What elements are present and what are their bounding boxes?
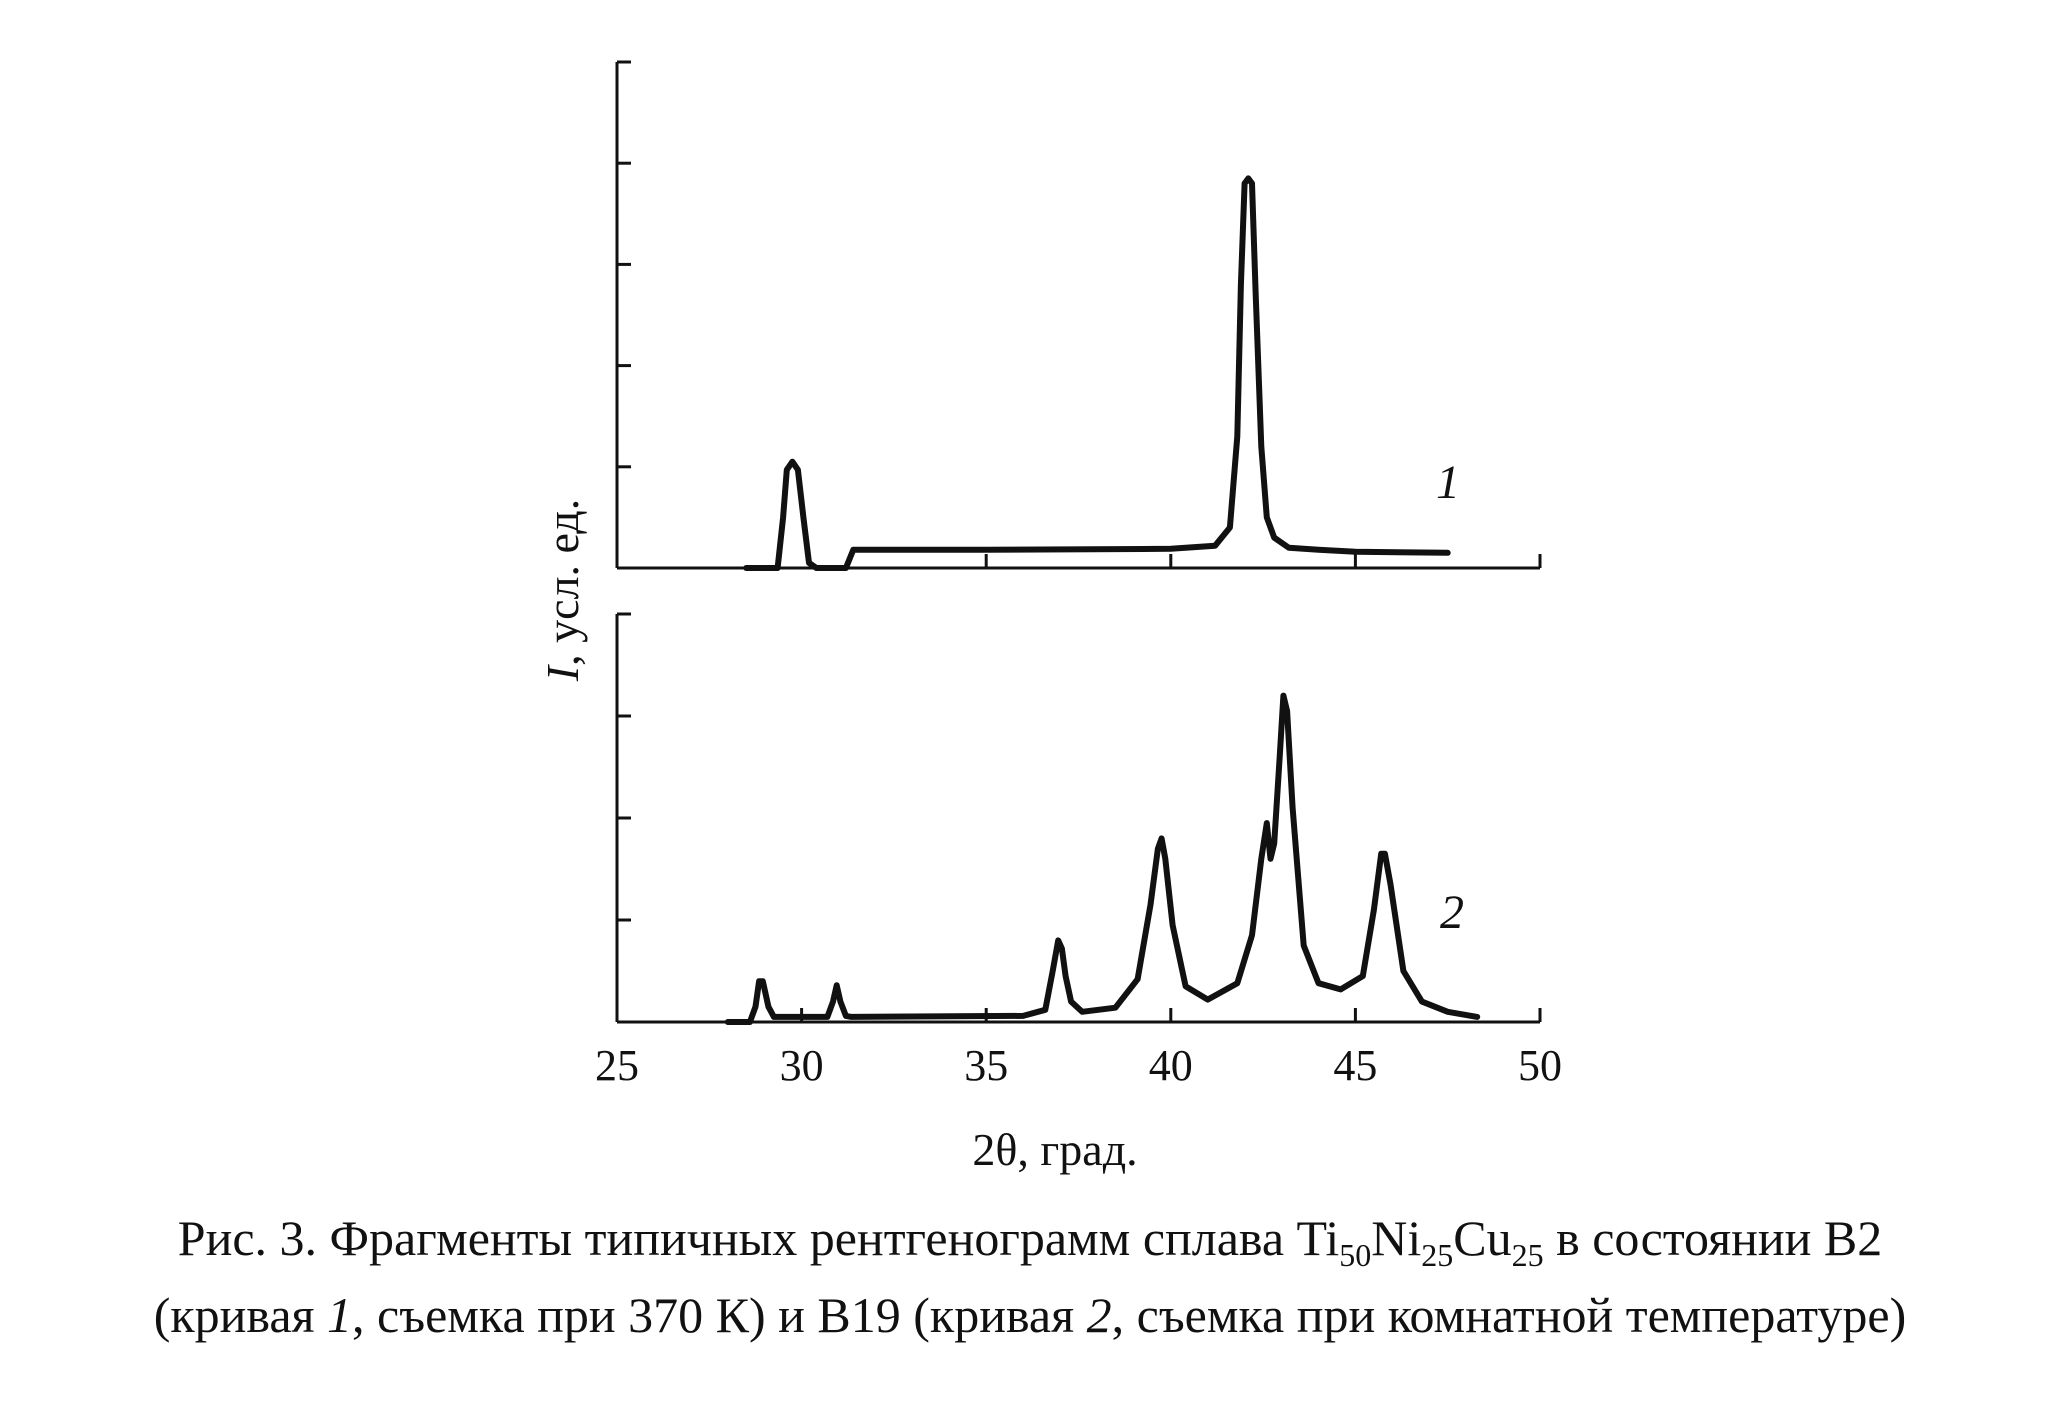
curve-label-1: 1	[1436, 456, 1460, 509]
x-tick-label: 35	[964, 1041, 1008, 1090]
x-tick-label: 50	[1518, 1041, 1562, 1090]
x-tick-label: 40	[1149, 1041, 1193, 1090]
caption-line-2: (кривая 1, съемка при 370 К) и B19 (крив…	[153, 1287, 1907, 1343]
x-tick-label: 45	[1333, 1041, 1377, 1090]
series-curve-1	[743, 175, 1451, 571]
curve-label-2: 2	[1440, 886, 1464, 939]
top-panel	[615, 60, 1542, 571]
y-axis-title: I, усл. ед.	[537, 499, 588, 682]
x-tick-label: 30	[780, 1041, 824, 1090]
series-curve-2	[724, 692, 1481, 1025]
x-axis-title: 2θ, град.	[972, 1124, 1137, 1175]
caption-line-1: Рис. 3. Фрагменты типичных рентгенограмм…	[177, 1210, 1883, 1273]
bottom-panel: 25 30 35 40 45 50	[595, 612, 1562, 1090]
x-tick-label: 25	[595, 1041, 639, 1090]
figure-caption: Рис. 3. Фрагменты типичных рентгенограмм…	[0, 1208, 2060, 1345]
